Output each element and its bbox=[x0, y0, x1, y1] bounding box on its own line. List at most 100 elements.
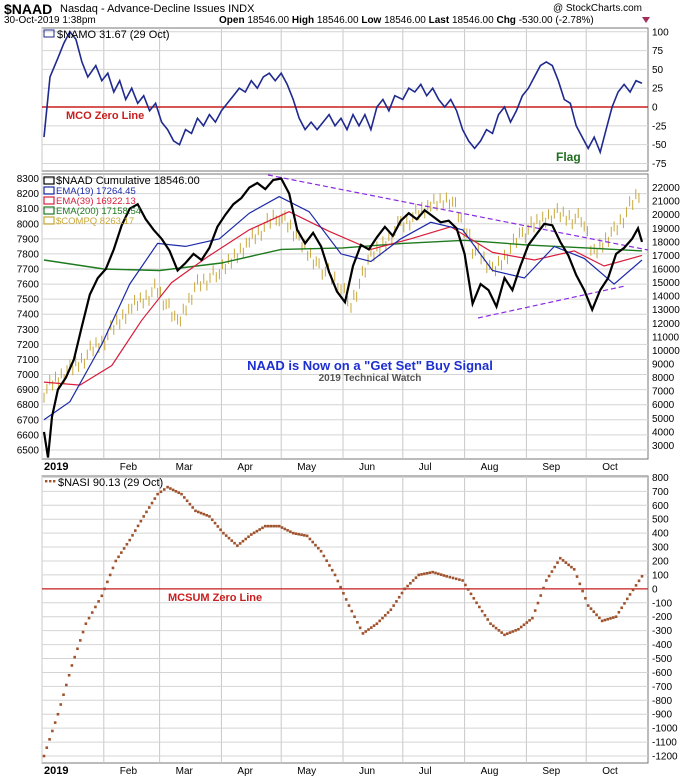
naad-legend-label-1: EMA(19) 17264.45 bbox=[56, 186, 136, 197]
naad-x-tick-label: Aug bbox=[481, 462, 499, 473]
naad-y-right-tick-label: 21000 bbox=[652, 197, 680, 208]
naad-y-right-tick-label: 3000 bbox=[652, 441, 675, 452]
naad-x-tick-label: Jun bbox=[359, 462, 375, 473]
nasi-point bbox=[578, 582, 582, 586]
naad-line bbox=[42, 177, 644, 458]
nasi-point bbox=[255, 529, 259, 533]
nasi-point bbox=[90, 611, 94, 614]
nasi-point bbox=[238, 542, 242, 545]
nasi-point bbox=[108, 573, 112, 577]
naad-legend-label-3: EMA(200) 17158.54 bbox=[56, 206, 141, 217]
nasi-point bbox=[400, 591, 404, 595]
nasi-point bbox=[56, 712, 60, 716]
nasi-point bbox=[303, 534, 306, 537]
nasi-point bbox=[570, 565, 573, 569]
nasi-y-tick-label: -900 bbox=[652, 710, 672, 721]
nasi-point bbox=[84, 622, 88, 625]
nasi-point bbox=[431, 570, 435, 574]
nasi-y-tick-label: 0 bbox=[652, 584, 658, 595]
nasi-point bbox=[252, 531, 256, 535]
nasi-x-tick-label: Feb bbox=[120, 766, 138, 777]
nasi-point bbox=[194, 509, 197, 513]
chart-description: Nasdaq - Advance-Decline Issues INDX bbox=[60, 3, 255, 15]
mcsum-zero-line-label: MCSUM Zero Line bbox=[168, 592, 262, 604]
nasi-point bbox=[330, 568, 334, 572]
nasi-point bbox=[480, 609, 484, 613]
nasi-point bbox=[494, 626, 498, 630]
nasi-point bbox=[586, 604, 590, 607]
nasi-point bbox=[403, 587, 407, 591]
nasi-point bbox=[386, 611, 390, 614]
nasi-point bbox=[522, 623, 526, 627]
nasi-x-tick-label: Jun bbox=[359, 766, 375, 777]
nasi-point bbox=[617, 610, 621, 614]
nasi-point bbox=[122, 547, 126, 550]
nasi-x-tick-label: Oct bbox=[602, 766, 618, 777]
nasi-point bbox=[125, 542, 129, 546]
nasi-point bbox=[241, 539, 245, 543]
nasi-point bbox=[224, 534, 228, 537]
nasi-point bbox=[111, 566, 115, 570]
nasi-y-tick-label: 300 bbox=[652, 543, 669, 554]
nasi-point bbox=[375, 622, 379, 625]
nasi-point bbox=[286, 529, 289, 532]
nasi-point bbox=[454, 577, 458, 581]
naad-y-left-tick-label: 7000 bbox=[17, 370, 40, 381]
naad-y-left-tick-label: 8100 bbox=[17, 204, 40, 215]
last-value: 18546.00 bbox=[451, 15, 494, 26]
nasi-point bbox=[199, 511, 203, 515]
nasi-point bbox=[145, 510, 148, 514]
naad-y-left-tick-label: 7500 bbox=[17, 295, 40, 306]
nasi-point bbox=[417, 573, 421, 577]
naad-y-left-tick-label: 8200 bbox=[17, 189, 40, 200]
nasi-point bbox=[395, 600, 398, 603]
naad-panel-frame bbox=[41, 173, 649, 460]
naad-y-right-tick-label: 14000 bbox=[652, 292, 680, 303]
nasi-point bbox=[120, 551, 123, 554]
naad-y-left-tick-label: 6800 bbox=[17, 400, 40, 411]
namo-title: $NAMO 31.67 (29 Oct) bbox=[57, 29, 170, 41]
naad-y-left-tick-label: 7300 bbox=[17, 325, 40, 336]
nasi-point bbox=[202, 512, 206, 516]
nasi-point bbox=[328, 564, 331, 567]
nasi-point bbox=[191, 506, 195, 509]
nasi-point bbox=[136, 524, 140, 528]
nasi-point bbox=[291, 531, 295, 535]
ema200-line bbox=[43, 239, 643, 272]
upper-trendline bbox=[267, 174, 649, 251]
naad-legend-label-0: $NAAD Cumulative 18546.00 bbox=[56, 175, 200, 187]
nasi-point bbox=[378, 619, 381, 623]
nasi-x-tick-label: Aug bbox=[481, 766, 499, 777]
nasi-point bbox=[428, 571, 432, 574]
nasi-point bbox=[305, 534, 309, 538]
nasi-y-tick-label: -800 bbox=[652, 696, 672, 707]
nasi-point bbox=[67, 673, 71, 677]
nasi-point bbox=[567, 563, 570, 567]
nasi-point bbox=[94, 605, 97, 609]
nasi-point bbox=[65, 683, 68, 687]
nasi-y-tick-label: -600 bbox=[652, 668, 672, 679]
nasi-point bbox=[180, 492, 183, 496]
nasi-point bbox=[497, 629, 501, 632]
nasi-point bbox=[289, 530, 292, 534]
naad-y-right-tick-label: 11000 bbox=[652, 332, 680, 343]
naad-y-left-tick-label: 7200 bbox=[17, 340, 40, 351]
nasi-point bbox=[183, 496, 186, 499]
nasi-point bbox=[461, 579, 464, 582]
nasi-point bbox=[263, 524, 267, 528]
nasi-point bbox=[606, 617, 610, 621]
nasi-x-tick-label: Apr bbox=[237, 766, 253, 777]
nasi-point bbox=[406, 584, 409, 588]
nasi-point bbox=[275, 524, 278, 528]
nasi-x-tick-label: May bbox=[297, 766, 316, 777]
nasi-point bbox=[177, 491, 181, 495]
stockcharts-credit: @ StockCharts.com bbox=[552, 3, 642, 14]
naad-legend-label-2: EMA(39) 16922.13 bbox=[56, 196, 136, 207]
naad-y-left-tick-label: 8000 bbox=[17, 219, 40, 230]
nasi-point bbox=[564, 561, 568, 564]
nasi-y-tick-label: -400 bbox=[652, 640, 672, 651]
nasi-point bbox=[411, 579, 415, 582]
high-label: High bbox=[291, 15, 315, 26]
nasi-point bbox=[558, 556, 562, 560]
naad-x-tick-label: Sep bbox=[542, 462, 560, 473]
